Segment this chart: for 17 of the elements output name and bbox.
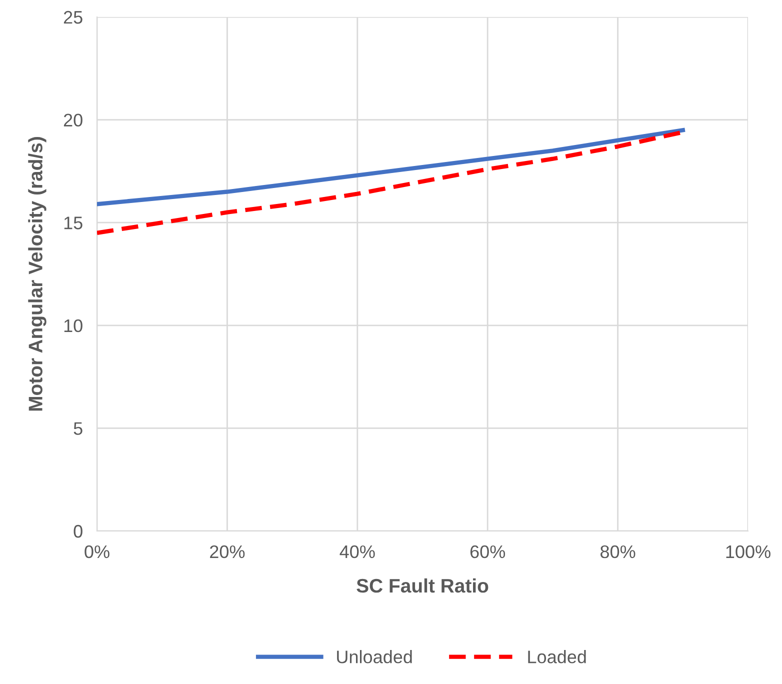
x-tick-label: 60% xyxy=(470,545,506,558)
legend-label: Unloaded xyxy=(337,650,412,664)
y-tick-label: 25 xyxy=(64,10,82,24)
x-tick-label: 0% xyxy=(84,545,110,558)
y-tick-label: 10 xyxy=(64,319,82,332)
y-tick-label: 20 xyxy=(64,114,82,127)
x-tick-label: 20% xyxy=(210,545,245,558)
y-tick-label: 15 xyxy=(64,216,82,230)
x-tick-label: 40% xyxy=(340,545,375,558)
y-axis-title: Motor Angular Velocity (rad/s) xyxy=(28,137,46,411)
legend-label: Loaded xyxy=(528,650,586,664)
x-tick-label: 80% xyxy=(600,545,636,558)
y-tick-label: 0 xyxy=(74,524,82,538)
y-tick-label: 5 xyxy=(74,422,82,435)
line-series xyxy=(97,128,685,206)
x-axis-title: SC Fault Ratio xyxy=(356,578,488,593)
x-tick-label: 100% xyxy=(726,545,770,558)
